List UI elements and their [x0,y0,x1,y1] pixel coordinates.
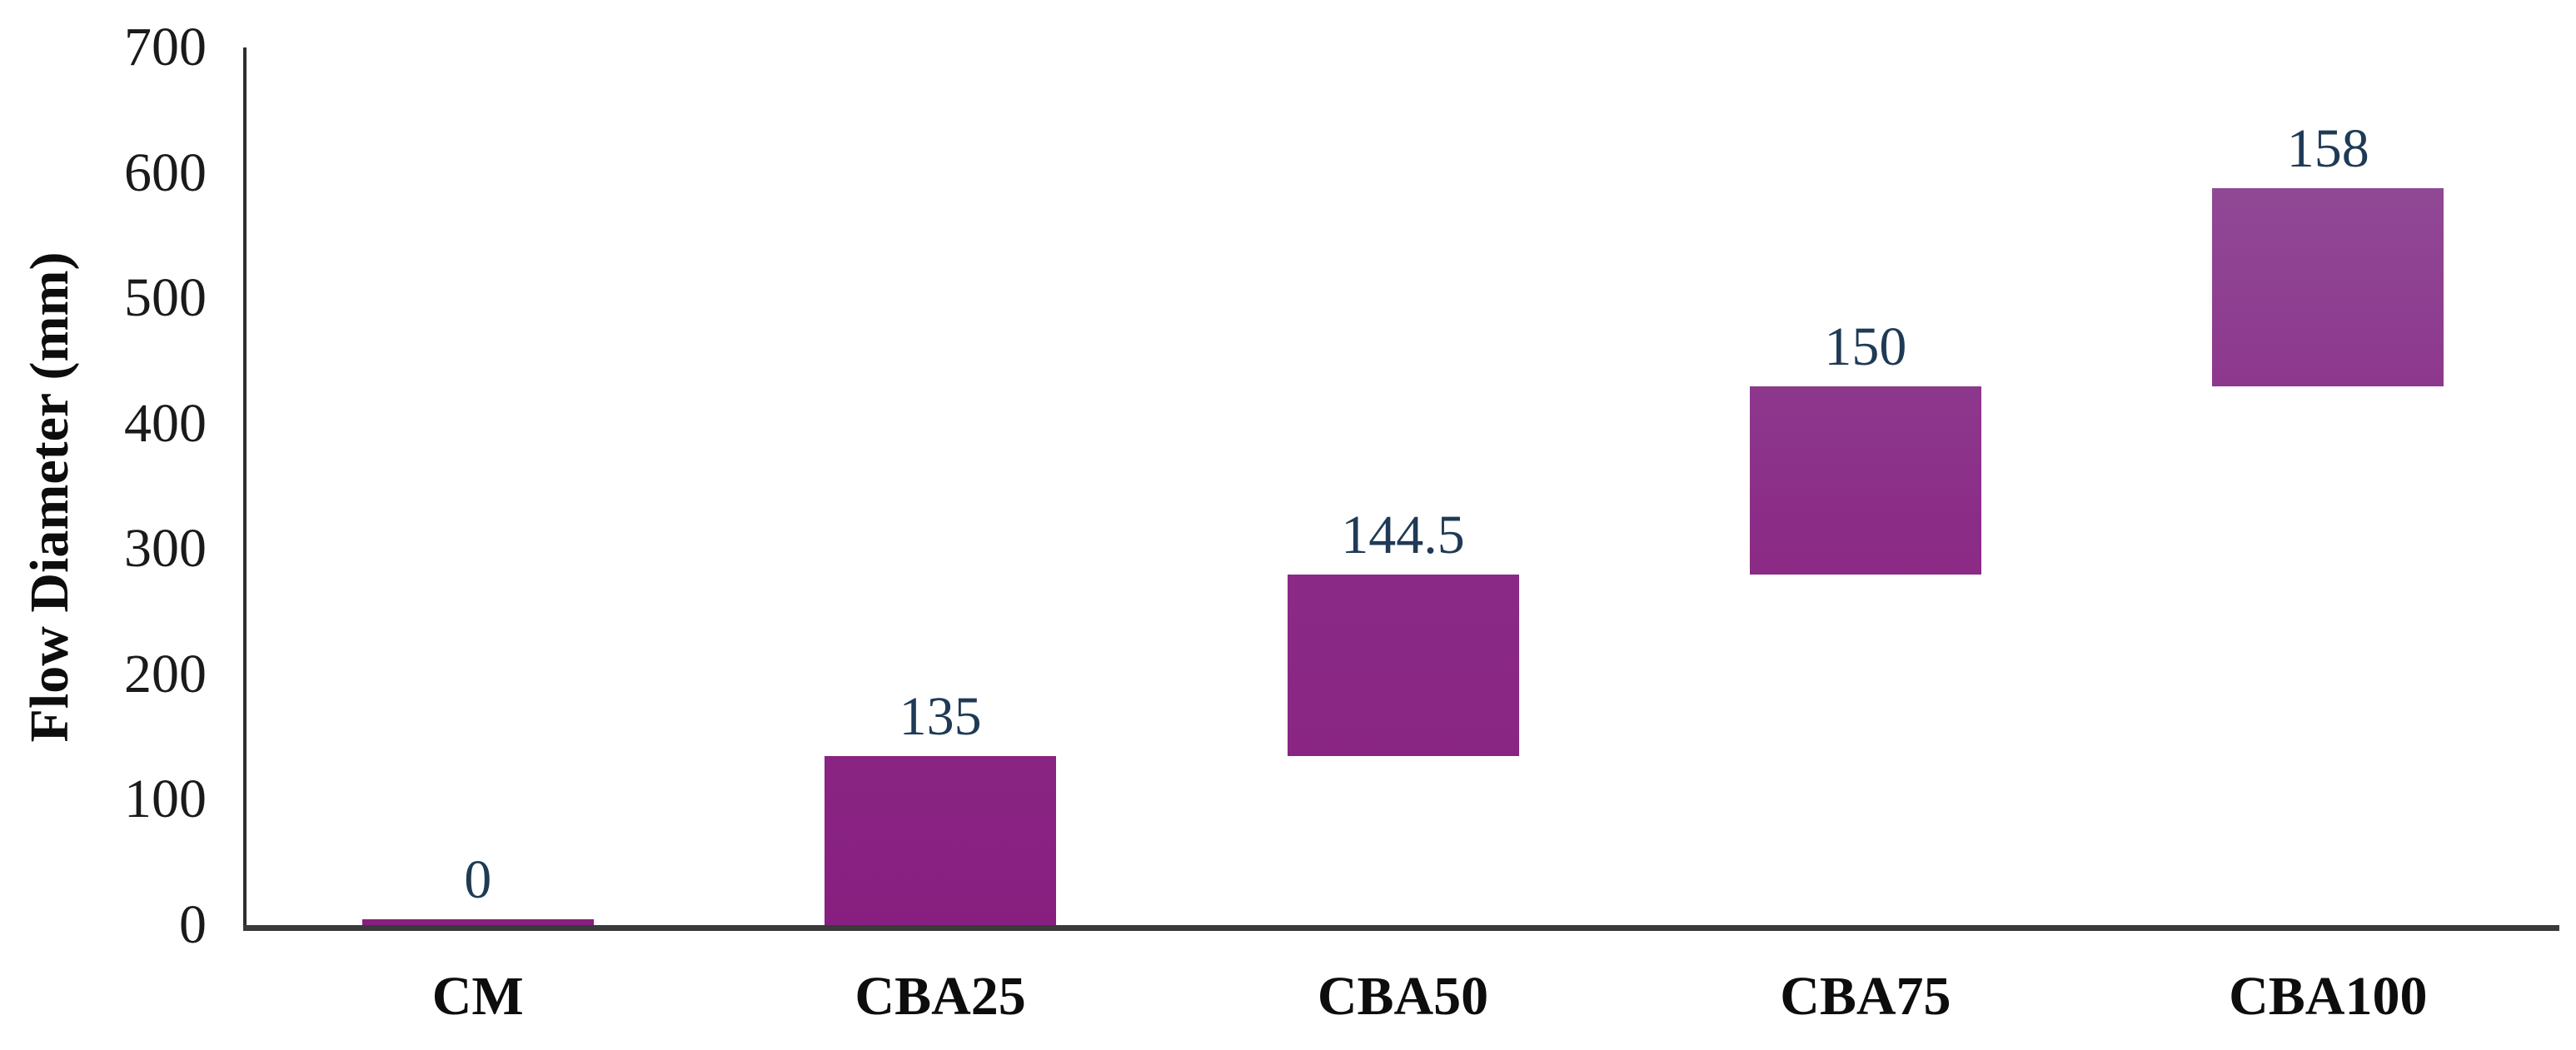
x-axis-category-label: CBA100 [2229,966,2428,1027]
bar-data-label: 158 [2286,118,2369,180]
x-axis-category-label: CBA50 [1317,966,1489,1027]
x-axis-category-label: CM [431,966,524,1027]
bar-CBA100 [2212,188,2444,387]
bar-data-label: 0 [464,849,492,910]
y-axis-tick-label: 0 [179,894,207,955]
x-axis-category-label: CBA25 [855,966,1026,1027]
y-axis-tick-label: 600 [124,142,207,203]
y-axis-tick-label: 300 [124,518,207,580]
y-axis-tick-label: 700 [124,17,207,77]
bar-CM [361,919,594,925]
x-axis-line [243,925,2559,931]
y-axis-tick-label: 400 [124,392,207,454]
y-axis-tick-label: 500 [124,267,207,329]
bar-CBA25 [825,755,1057,925]
y-axis-line [243,47,247,930]
bar-data-label: 144.5 [1341,505,1465,566]
bar-data-label: 135 [899,685,982,747]
bar-CBA50 [1287,575,1519,756]
y-axis-tick-label: 200 [124,643,207,704]
bar-CBA75 [1749,386,1981,575]
bar-data-label: 150 [1824,316,1907,378]
y-axis-tick-label: 100 [124,769,207,830]
x-axis-category-label: CBA75 [1780,966,1951,1027]
